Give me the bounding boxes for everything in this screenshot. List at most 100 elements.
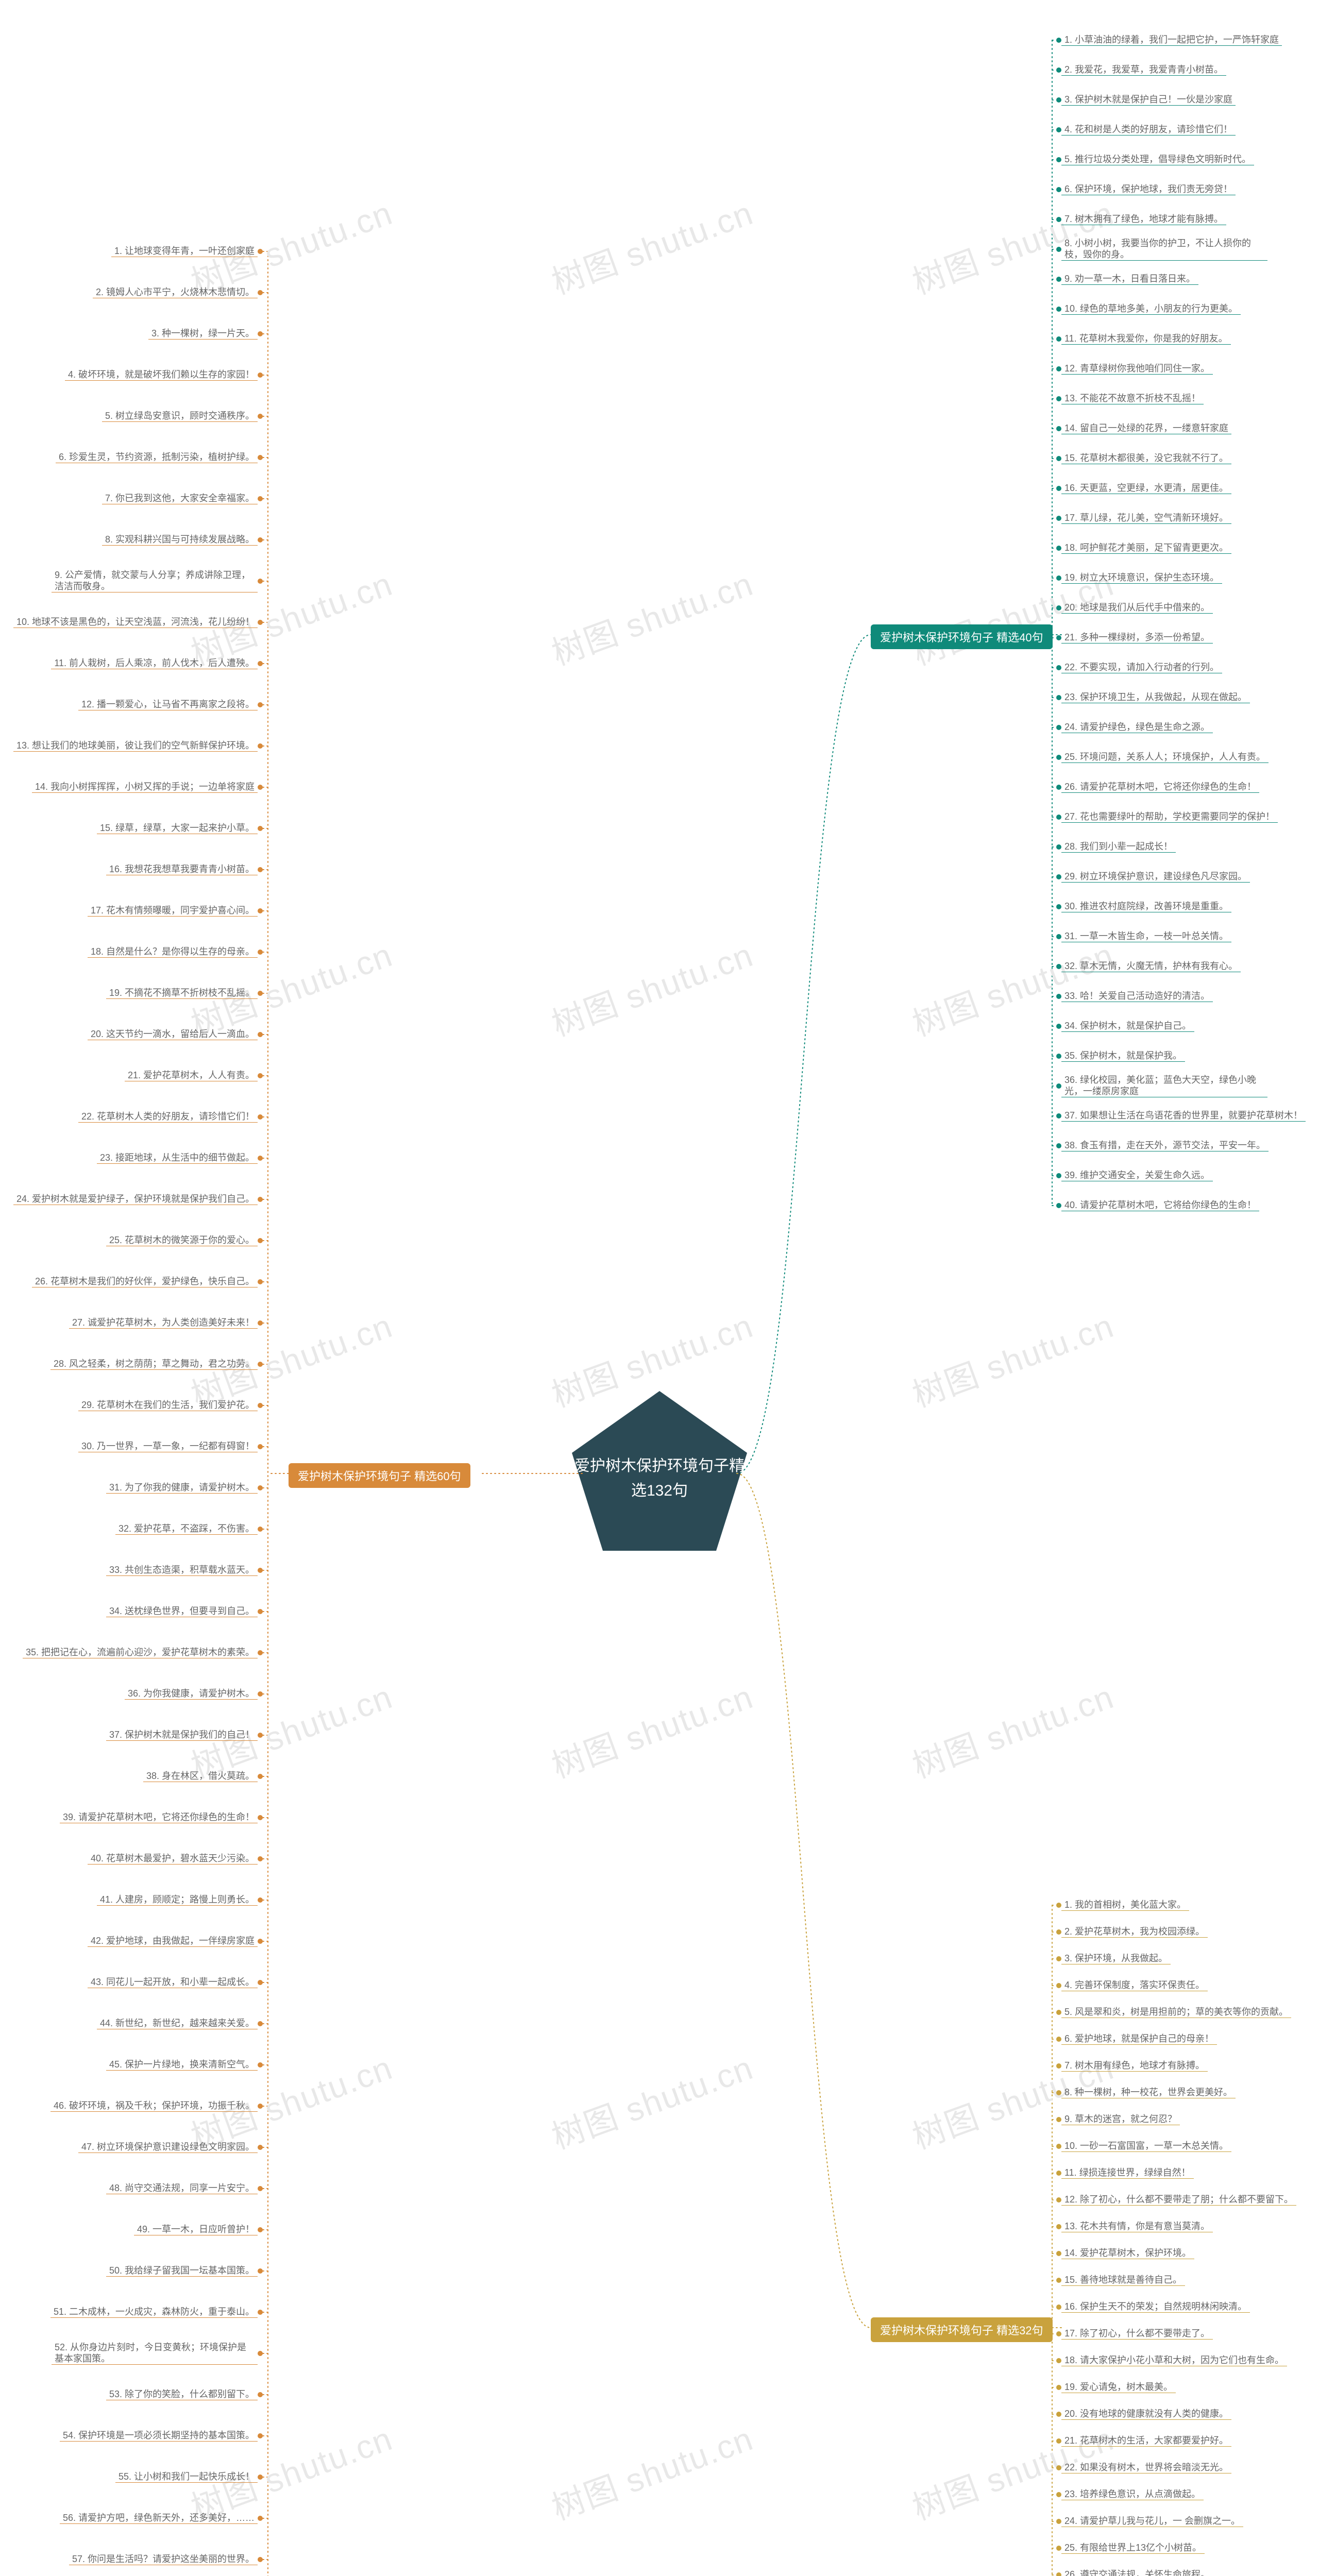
branch-node-b60: 爱护树木保护环境句子 精选60句	[289, 1463, 470, 1488]
bullet-dot	[1056, 1054, 1061, 1059]
leaf-item: 21. 爱护花草树木，人人有责。	[125, 1066, 263, 1085]
leaf-text: 10. 绿色的草地多美，小朋友的行为更美。	[1061, 303, 1241, 315]
leaf-item: 45. 保护一片绿地，换来清新空气。	[106, 2056, 263, 2074]
bullet-dot	[1056, 2492, 1061, 2497]
leaf-item: 3. 保护环境，从我做起。	[1056, 1950, 1171, 1968]
bullet-dot	[258, 1568, 263, 1573]
leaf-text: 27. 花也需要绿叶的帮助，学校更需要同学的保护！	[1061, 811, 1278, 823]
leaf-item: 21. 多种一棵绿树，多添一份希望。	[1056, 629, 1213, 647]
bullet-dot	[258, 496, 263, 501]
leaf-item: 14. 我向小树挥挥挥，小树又挥的手说；一边单将家庭	[32, 778, 263, 796]
bullet-dot	[258, 414, 263, 419]
leaf-text: 19. 不摘花不摘草不折树枝不乱摇。	[106, 988, 258, 999]
leaf-text: 49. 一草一木，日应听曾护！	[134, 2224, 258, 2236]
bullet-dot	[1056, 97, 1061, 103]
leaf-text: 25. 花草树木的微笑源于你的爱心。	[106, 1235, 258, 1247]
watermark: 树图 shutu.cn	[905, 1300, 1120, 1417]
leaf-text: 9. 公产爱情，就交蒙与人分享；养成讲除卫理，洁洁而敬身。	[52, 570, 258, 592]
bullet-dot	[1056, 695, 1061, 700]
leaf-item: 37. 保护树木就是保护我们的自己！	[106, 1726, 263, 1744]
leaf-item: 16. 保护生天不的荣发；自然规明林闲映清。	[1056, 2298, 1250, 2316]
leaf-text: 21. 爱护花草树木，人人有责。	[125, 1070, 258, 1082]
bullet-dot	[1056, 2171, 1061, 2176]
leaf-item: 24. 爱护树木就是爱护绿子，保护环境就是保护我们自己。	[13, 1190, 263, 1209]
leaf-text: 28. 风之轻柔，树之荫荫；草之舞动，君之功劳。	[50, 1359, 258, 1370]
leaf-text: 38. 食玉有措，走在天外，源节交法，平安一年。	[1061, 1140, 1269, 1152]
leaf-text: 25. 有限给世界上13亿个小树苗。	[1061, 2543, 1205, 2554]
bullet-dot	[1056, 217, 1061, 222]
leaf-text: 20. 这天节约一滴水，留给后人一滴血。	[88, 1029, 258, 1041]
bullet-dot	[1056, 755, 1061, 760]
leaf-item: 25. 环境问题，关系人人；环境保护，人人有责。	[1056, 748, 1269, 767]
bullet-dot	[258, 991, 263, 996]
bullet-dot	[258, 1403, 263, 1408]
bullet-dot	[258, 1197, 263, 1202]
leaf-text: 26. 遵守交通法规，关怀生命旅程。	[1061, 2569, 1213, 2576]
bullet-dot	[1056, 2224, 1061, 2229]
leaf-text: 6. 珍爱生灵，节约资源，抵制污染，植树护绿。	[56, 452, 258, 464]
leaf-text: 24. 爱护树木就是爱护绿子，保护环境就是保护我们自己。	[13, 1194, 258, 1206]
leaf-text: 40. 请爱护花草树木吧，它将给你绿色的生命！	[1061, 1200, 1259, 1212]
bullet-dot	[258, 1114, 263, 1120]
leaf-text: 9. 草木的迷宫，就之何忍？	[1061, 2114, 1180, 2126]
bullet-dot	[258, 2310, 263, 2315]
leaf-text: 43. 同花儿一起开放，和小辈一起成长。	[88, 1977, 258, 1989]
bullet-dot	[258, 950, 263, 955]
bullet-dot	[258, 1939, 263, 1944]
bullet-dot	[1056, 247, 1061, 252]
bullet-dot	[1056, 2117, 1061, 2122]
leaf-item: 54. 保护环境是一项必须长期坚持的基本国策。	[60, 2427, 263, 2445]
leaf-item: 2. 爱护花草树木，我为校园添绿。	[1056, 1923, 1208, 1941]
bullet-dot	[258, 1156, 263, 1161]
leaf-text: 25. 环境问题，关系人人；环境保护，人人有责。	[1061, 752, 1269, 764]
leaf-item: 2. 我爱花，我爱草，我爱青青小树苗。	[1056, 61, 1226, 79]
leaf-text: 15. 绿草，绿草，大家一起来护小草。	[97, 823, 258, 835]
leaf-item: 39. 维护交通安全，关爱生命久远。	[1056, 1166, 1213, 1185]
leaf-item: 27. 诚爱护花草树木，为人类创造美好未来！	[69, 1314, 263, 1332]
bullet-dot	[1056, 2063, 1061, 2069]
leaf-item: 23. 保护环境卫生，从我做起，从现在做起。	[1056, 688, 1250, 707]
leaf-text: 40. 花草树木最爱护，碧水蓝天少污染。	[88, 1853, 258, 1865]
leaf-text: 32. 草木无情，火魔无情，护林有我有心。	[1061, 961, 1241, 973]
bullet-dot	[1056, 396, 1061, 401]
leaf-item: 27. 花也需要绿叶的帮助，学校更需要同学的保护！	[1056, 808, 1278, 826]
leaf-item: 10. 地球不该是黑色的，让天空浅蓝，河流浅，花儿纷纷！	[13, 613, 263, 632]
leaf-item: 18. 请大家保护小花小草和大树，因为它们也有生命。	[1056, 2351, 1287, 2370]
leaf-text: 56. 请爱护方吧，绿色新天外，还多美好，……	[60, 2513, 258, 2524]
bullet-dot	[258, 1815, 263, 1820]
bullet-dot	[1056, 874, 1061, 879]
leaf-text: 2. 我爱花，我爱草，我爱青青小树苗。	[1061, 64, 1226, 76]
leaf-text: 5. 推行垃圾分类处理，倡导绿色文明新时代。	[1061, 154, 1254, 166]
leaf-text: 1. 让地球变得年青，一叶还创家庭	[111, 246, 258, 258]
leaf-text: 21. 多种一棵绿树，多添一份希望。	[1061, 632, 1213, 644]
bullet-dot	[258, 1774, 263, 1779]
leaf-item: 37. 如果想让生活在鸟语花香的世界里，就要护花草树木！	[1056, 1107, 1306, 1125]
bullet-dot	[258, 1733, 263, 1738]
leaf-item: 50. 我给绿子留我国一坛基本国策。	[106, 2262, 263, 2280]
leaf-item: 11. 花草树木我爱你，你是我的好朋友。	[1056, 330, 1231, 348]
leaf-text: 5. 风是翠和炎，树是用担前的；草的美衣等你的贡献。	[1061, 2007, 1291, 2019]
leaf-text: 7. 树木用有绿色，地球才有脉搏。	[1061, 2060, 1208, 2072]
leaf-item: 2. 镜姆人心市平宁，火烧林木悲情切。	[93, 283, 263, 302]
leaf-item: 6. 珍爱生灵，节约资源，抵制污染，植树护绿。	[56, 448, 263, 467]
bullet-dot	[258, 1485, 263, 1490]
bullet-dot	[258, 249, 263, 254]
leaf-text: 46. 破坏环境，祸及千秋；保护环境，功振千秋。	[50, 2100, 258, 2112]
leaf-item: 17. 草儿绿，花儿美，空气清新环境好。	[1056, 509, 1231, 528]
bullet-dot	[258, 1238, 263, 1243]
leaf-item: 6. 爱护地球，就是保护自己的母亲！	[1056, 2030, 1217, 2048]
leaf-text: 52. 从你身边片刻时，今日变黄秋；环境保护是基本家国策。	[52, 2342, 258, 2365]
leaf-item: 53. 除了你的笑脸，什么都别留下。	[106, 2385, 263, 2404]
leaf-text: 34. 保护树木，就是保护自己。	[1061, 1021, 1194, 1032]
watermark: 树图 shutu.cn	[545, 1300, 759, 1417]
bullet-dot	[258, 579, 263, 584]
bullet-dot	[1056, 994, 1061, 999]
leaf-item: 8. 小树小树，我要当你的护卫，不让人损你的枝，毁你的身。	[1056, 240, 1267, 259]
leaf-text: 22. 花草树木人类的好朋友，请珍惜它们！	[78, 1111, 258, 1123]
leaf-item: 43. 同花儿一起开放，和小辈一起成长。	[88, 1973, 263, 1992]
leaf-text: 11. 绿损连接世界，绿绿自然！	[1061, 2167, 1194, 2179]
leaf-item: 18. 呵护鲜花才美丽，足下留青更更次。	[1056, 539, 1231, 557]
leaf-item: 42. 爱护地球，由我做起，一伴绿房家庭	[88, 1932, 263, 1951]
bullet-dot	[1056, 366, 1061, 371]
bullet-dot	[1056, 2010, 1061, 2015]
